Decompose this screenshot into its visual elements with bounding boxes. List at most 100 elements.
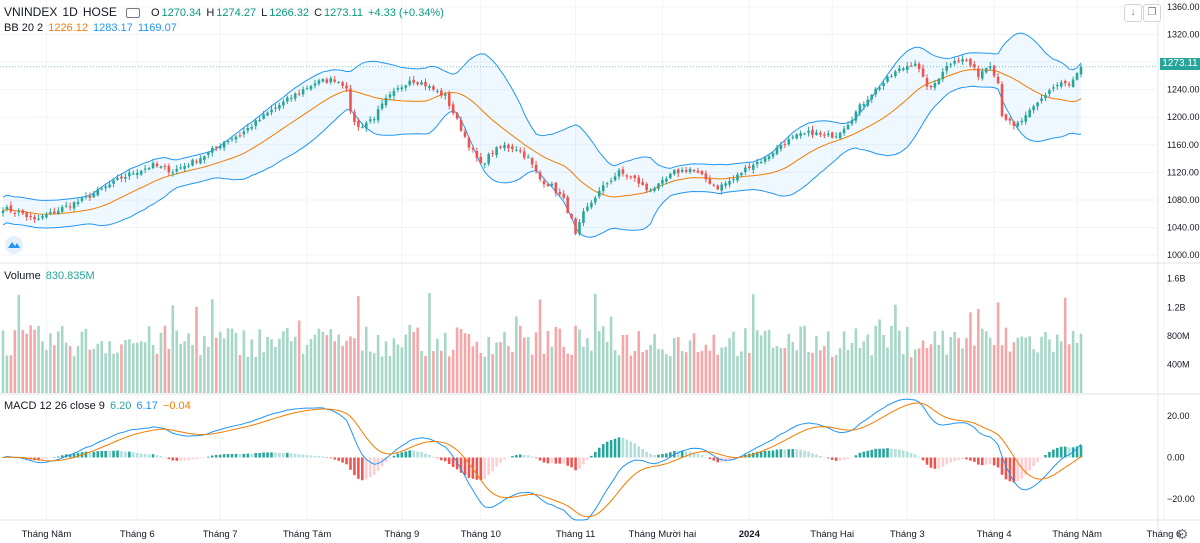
macd-hist-value: −0.04	[162, 400, 191, 412]
candle-body	[515, 149, 518, 151]
macd-hist-bar	[669, 452, 672, 458]
volume-bar	[661, 349, 664, 393]
bb-lower-value: 1169.07	[137, 22, 177, 34]
volume-bar	[530, 354, 534, 393]
macd-hist-bar	[925, 457, 929, 465]
volume-bar	[744, 328, 747, 393]
bb-band-fill	[3, 33, 1081, 238]
symbol-name[interactable]: VNINDEX	[4, 5, 58, 19]
open-label: O	[150, 7, 160, 19]
volume-bar	[471, 346, 475, 393]
macd-hist-bar	[104, 450, 107, 458]
candle-body	[282, 101, 285, 106]
restore-icon[interactable]: ❐	[1143, 4, 1161, 22]
macd-hist-bar	[617, 437, 621, 458]
bb-upper-line	[2, 32, 1082, 201]
macd-hist-bar	[447, 457, 451, 465]
volume-bar	[882, 335, 885, 393]
gear-icon[interactable]: ⚙	[1176, 526, 1189, 542]
candle-body	[455, 112, 459, 119]
price-tick-label: 1120.00	[1167, 167, 1199, 177]
macd-hist-bar	[266, 452, 269, 458]
volume-bar	[902, 354, 905, 393]
macd-hist-bar	[195, 457, 198, 460]
macd-hist-bar	[830, 457, 834, 460]
candle-body	[846, 125, 850, 130]
candle-body	[463, 131, 467, 137]
candle-body	[143, 168, 147, 170]
time-tick-label: 2024	[739, 529, 761, 540]
volume-bar	[909, 357, 913, 393]
volume-bar	[128, 339, 131, 393]
candle-body	[665, 178, 668, 182]
candle-body	[586, 206, 589, 211]
macd-hist-bar	[443, 457, 447, 462]
macd-legend[interactable]: MACD 12 26 close 9 6.20 6.17 −0.04	[4, 399, 193, 413]
volume-bar	[179, 343, 182, 393]
macd-hist-bar	[436, 457, 439, 459]
volume-bar	[823, 346, 826, 393]
candle-body	[258, 119, 261, 121]
candle-body	[321, 79, 325, 82]
candle-body	[1016, 122, 1020, 127]
volume-legend[interactable]: Volume 830.835M	[4, 269, 97, 283]
volume-bar	[1052, 351, 1055, 393]
macd-hist-bar	[724, 457, 727, 462]
volume-bar	[653, 334, 656, 393]
interval-label[interactable]: 1D	[62, 5, 78, 19]
candle-body	[680, 169, 684, 172]
bb-legend[interactable]: BB 20 2 1226.12 1283.17 1169.07	[4, 21, 179, 35]
candle-body	[436, 90, 439, 92]
candle-body	[396, 88, 400, 90]
candle-body	[139, 170, 143, 175]
arrow-down-icon[interactable]: ↓	[1124, 4, 1142, 22]
candle-body	[617, 170, 621, 177]
volume-bar	[487, 336, 490, 393]
candle-body	[854, 111, 858, 121]
volume-bar	[807, 352, 810, 393]
volume-bar	[96, 343, 100, 393]
macd-hist-bar	[795, 449, 798, 458]
eye-icon[interactable]: eye	[125, 8, 140, 19]
candle-body	[41, 216, 44, 219]
macd-hist-bar	[823, 457, 826, 458]
volume-bar	[712, 334, 716, 393]
volume-bar	[554, 326, 558, 393]
candle-body	[1044, 95, 1047, 99]
volume-bar	[1040, 336, 1043, 393]
candle-body	[775, 147, 779, 155]
volume-bar	[866, 334, 870, 393]
volume-bar	[736, 356, 739, 393]
macd-hist-bar	[988, 457, 992, 465]
tradingview-logo-icon	[5, 236, 23, 254]
candle-body	[550, 183, 554, 186]
volume-tick-label: 400M	[1167, 359, 1190, 369]
macd-tick-label: −20.00	[1167, 494, 1195, 504]
time-tick-label: Tháng Năm	[1052, 529, 1102, 540]
volume-bar	[905, 326, 909, 393]
macd-hist-bar	[337, 457, 340, 461]
macd-hist-bar	[353, 457, 356, 476]
volume-bar	[104, 353, 107, 393]
candle-body	[649, 190, 652, 192]
macd-hist-bar	[582, 457, 585, 465]
candle-body	[842, 128, 846, 134]
macd-hist-bar	[214, 454, 218, 458]
volume-bar	[657, 348, 660, 393]
volume-bar	[293, 336, 297, 393]
price-tick-label: 1160.00	[1167, 140, 1199, 150]
macd-hist-bar	[491, 457, 494, 472]
volume-bar	[720, 347, 723, 393]
macd-hist-bar	[210, 455, 214, 458]
volume-bar	[53, 345, 56, 393]
volume-bar	[1063, 297, 1067, 393]
volume-bar	[740, 351, 743, 393]
candle-body	[416, 82, 419, 85]
macd-hist-bar	[862, 451, 866, 458]
volume-bar	[629, 355, 633, 393]
candle-body	[278, 105, 281, 109]
volume-bar	[364, 326, 368, 393]
volume-bar	[945, 354, 949, 393]
macd-hist-bar	[653, 454, 656, 458]
